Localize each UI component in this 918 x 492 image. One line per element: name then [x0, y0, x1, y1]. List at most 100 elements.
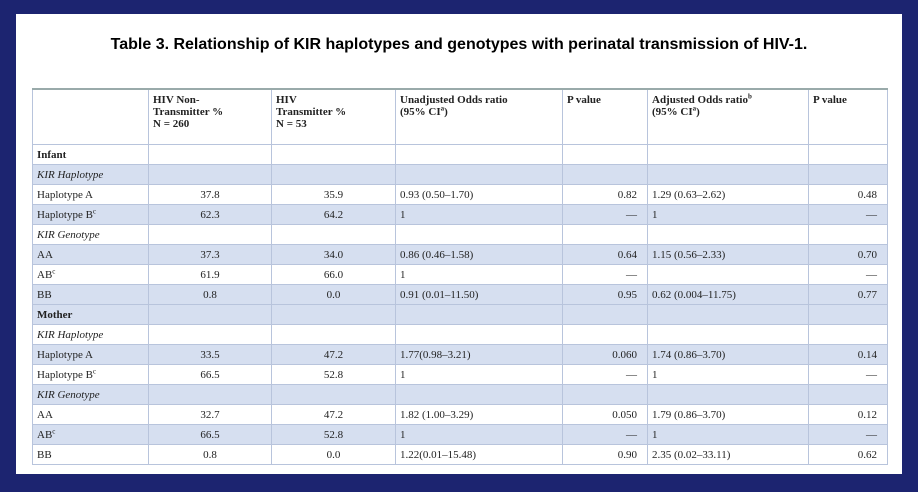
- header-text: N = 53: [276, 118, 307, 130]
- table-cell: 1.22(0.01–15.48): [395, 444, 563, 465]
- cell-text: 0.050: [612, 408, 637, 421]
- table-row: Haplotype Bc 66.5 52.8 1 — 1 —: [32, 364, 888, 385]
- table-cell: —: [562, 204, 648, 225]
- header-text: Adjusted Odds ratio: [652, 94, 748, 106]
- cell-text: 0.48: [857, 188, 877, 201]
- table-cell: 0.8: [148, 444, 272, 465]
- cell-text: —: [866, 208, 877, 221]
- cell-text: —: [626, 368, 637, 381]
- table-cell: 0.050: [562, 404, 648, 425]
- table-cell: 0.0: [271, 444, 396, 465]
- table-cell: [808, 144, 888, 165]
- table-cell: 66.0: [271, 264, 396, 285]
- table-cell: 0.77: [808, 284, 888, 305]
- row-label-text: Haplotype B: [37, 368, 93, 381]
- table-cell: 1: [395, 424, 563, 445]
- cell-text: 66.5: [200, 428, 220, 441]
- table-cell: —: [808, 424, 888, 445]
- table-cell: [647, 144, 809, 165]
- row-label: Haplotype A: [32, 184, 149, 205]
- cell-text: 1.82 (1.00–3.29): [400, 408, 474, 421]
- table-cell: [395, 304, 563, 325]
- cell-text: 0.14: [857, 348, 877, 361]
- table-row: Infant: [32, 144, 888, 165]
- column-header: Unadjusted Odds ratio (95% CIa): [395, 88, 563, 145]
- row-label: AA: [32, 244, 149, 265]
- cell-text: —: [866, 368, 877, 381]
- cell-text: 0.62: [857, 448, 877, 461]
- table-cell: [395, 164, 563, 185]
- cell-text: 37.8: [200, 188, 220, 201]
- cell-text: —: [866, 268, 877, 281]
- header-text: N = 260: [153, 118, 190, 130]
- row-label: KIR Genotype: [32, 384, 149, 405]
- table-row: Haplotype Bc 62.3 64.2 1 — 1 —: [32, 204, 888, 225]
- table-cell: 1: [395, 204, 563, 225]
- title: Table 3. Relationship of KIR haplotypes …: [110, 36, 808, 53]
- column-header: Adjusted Odds ratiob (95% CIa): [647, 88, 809, 145]
- cell-text: 33.5: [200, 348, 220, 361]
- table-cell: 47.2: [271, 344, 396, 365]
- table-cell: 0.060: [562, 344, 648, 365]
- table-cell: 1: [395, 364, 563, 385]
- cell-text: 0.91 (0.01–11.50): [400, 288, 479, 301]
- row-label: Infant: [32, 144, 149, 165]
- cell-text: 0.0: [326, 288, 341, 301]
- table-cell: [647, 164, 809, 185]
- table-cell: [562, 324, 648, 345]
- table-cell: 66.5: [148, 424, 272, 445]
- column-header: HIV Transmitter % N = 53: [271, 88, 396, 145]
- row-label-text: KIR Genotype: [37, 228, 100, 241]
- row-label-text: KIR Haplotype: [37, 328, 104, 341]
- row-label-text: KIR Genotype: [37, 388, 100, 401]
- table-cell: [562, 164, 648, 185]
- footnote-mark: c: [52, 266, 56, 275]
- cell-text: 1: [400, 368, 406, 381]
- table-cell: [395, 224, 563, 245]
- panel: Table 3. Relationship of KIR haplotypes …: [16, 14, 902, 474]
- header-text: ): [444, 106, 448, 118]
- row-label-text: Infant: [37, 148, 67, 161]
- table-cell: 52.8: [271, 424, 396, 445]
- table-cell: [271, 164, 396, 185]
- cell-text: 0.86 (0.46–1.58): [400, 248, 474, 261]
- footnote-mark: c: [92, 206, 97, 215]
- row-label-text: AB: [37, 268, 53, 281]
- column-header: HIV Non- Transmitter % N = 260: [148, 88, 272, 145]
- footnote-mark: a: [440, 104, 445, 113]
- table-cell: 1.74 (0.86–3.70): [647, 344, 809, 365]
- table-cell: 0.62 (0.004–11.75): [647, 284, 809, 305]
- cell-text: 0.0: [326, 448, 341, 461]
- table-cell: 1: [647, 424, 809, 445]
- footnote-mark: c: [92, 366, 97, 375]
- header-text: P value: [567, 94, 601, 106]
- table-cell: [271, 384, 396, 405]
- table-row: KIR Haplotype: [32, 164, 888, 185]
- table-cell: —: [562, 264, 648, 285]
- cell-text: 1: [400, 428, 406, 441]
- cell-text: 35.9: [323, 188, 344, 201]
- table-cell: 0.64: [562, 244, 648, 265]
- table-cell: 34.0: [271, 244, 396, 265]
- table-cell: 62.3: [148, 204, 272, 225]
- table-cell: [808, 164, 888, 185]
- cell-text: 1.74 (0.86–3.70): [652, 348, 726, 361]
- cell-text: 47.2: [323, 408, 344, 421]
- header-row: HIV Non- Transmitter % N = 260 HIV Transmitt…: [32, 88, 888, 145]
- table-cell: 1.79 (0.86–3.70): [647, 404, 809, 425]
- row-label-text: AA: [37, 408, 53, 421]
- table-cell: 2.35 (0.02–33.11): [647, 444, 809, 465]
- cell-text: 2.35 (0.02–33.11): [652, 448, 731, 461]
- table-cell: 0.90: [562, 444, 648, 465]
- table-body: Infant KIR Haplotype Haplotype A 37.8 35.9 0.…: [32, 144, 888, 465]
- row-label-text: BB: [37, 288, 52, 301]
- header-text: (95% CI: [652, 106, 693, 118]
- cell-text: 52.8: [323, 428, 344, 441]
- row-label: KIR Genotype: [32, 224, 149, 245]
- row-label-text: KIR Haplotype: [37, 168, 104, 181]
- table-cell: [148, 324, 272, 345]
- table-cell: 1.15 (0.56–2.33): [647, 244, 809, 265]
- cell-text: 1: [652, 208, 658, 221]
- table-row: ABc 66.5 52.8 1 — 1 —: [32, 424, 888, 445]
- row-label: Haplotype Bc: [32, 204, 149, 225]
